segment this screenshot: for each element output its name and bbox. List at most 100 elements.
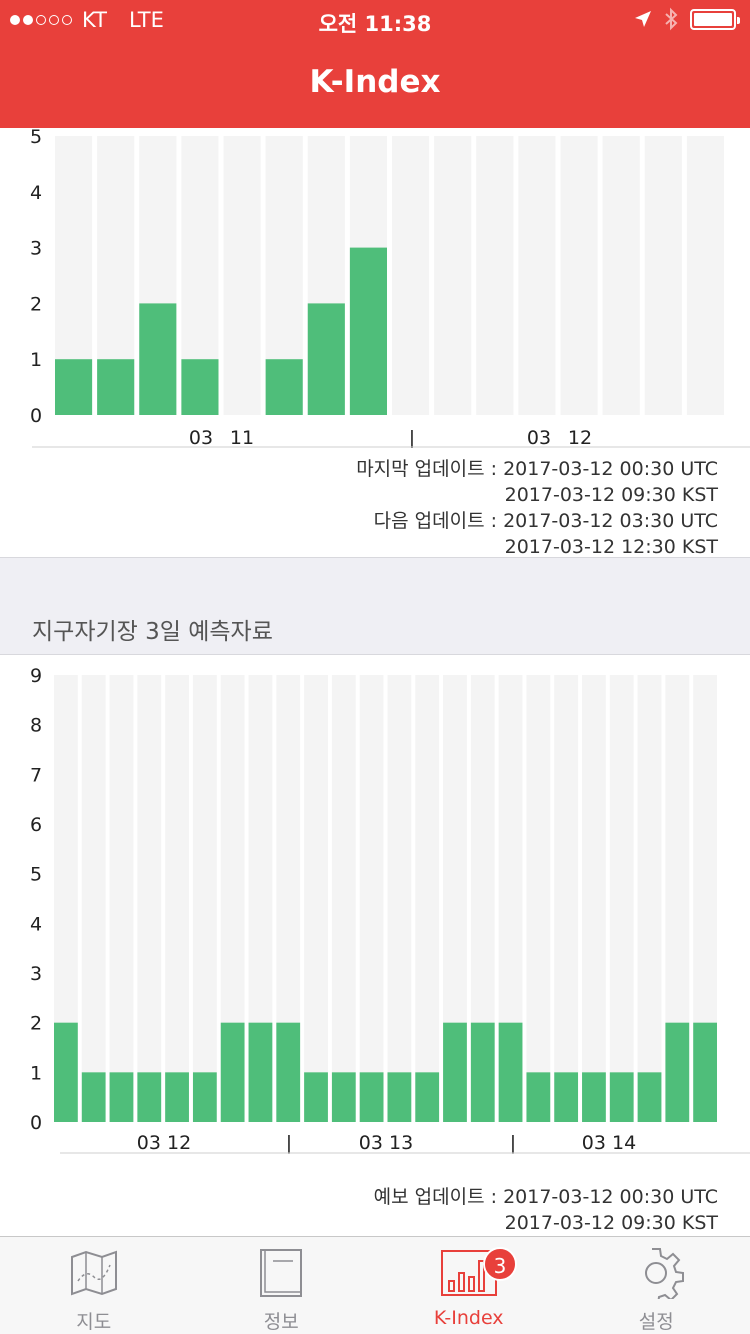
bar-track [248,675,273,1122]
bar [109,1072,134,1122]
bar [554,1072,579,1122]
carrier-info: KT LTE [10,8,164,32]
bar [582,1072,606,1122]
next-update-label: 다음 업데이트 : [373,510,498,532]
tab-map[interactable]: 지도 [0,1237,188,1334]
tab-info-label: 정보 [263,1311,299,1333]
bar-track [443,675,467,1122]
section-header: 지구자기장 3일 예측자료 [0,557,750,655]
last-update-kst: 2017-03-12 09:30 KST [504,484,718,506]
bar [81,1072,106,1122]
y-tick-label: 9 [30,665,42,687]
bar-track [526,675,551,1122]
bar [470,1022,495,1122]
bluetooth-icon [665,7,678,31]
bar [415,1072,440,1122]
last-update-utc: 2017-03-12 00:30 UTC [503,458,718,480]
bar-track [331,675,356,1122]
last-update-info: 마지막 업데이트 : 2017-03-12 00:30 UTC 2017-03-… [356,456,718,560]
bar [637,1072,662,1122]
bar-track [54,675,78,1122]
bar [387,1072,412,1122]
bar [498,1022,523,1122]
bar [359,1072,384,1122]
bar [349,247,387,415]
bar-track [434,136,472,415]
y-tick-label: 3 [30,963,42,985]
bar-track [518,136,556,415]
bar [137,1072,162,1122]
next-update-kst: 2017-03-12 12:30 KST [504,536,718,558]
forecast-update-kst: 2017-03-12 09:30 KST [504,1212,718,1234]
bar [443,1022,467,1122]
y-tick-label: 4 [30,913,42,935]
bar-track [415,675,440,1122]
forecast-update-info: 예보 업데이트 : 2017-03-12 00:30 UTC 2017-03-1… [374,1184,718,1236]
forecast-chart: 9 8 7 6 5 4 3 2 1 0 03 12 | 03 13 | 03 14 [30,665,750,1154]
y-tick-label: 1 [30,349,42,371]
forecast-update-label: 예보 업데이트 : [373,1186,498,1208]
bar [54,1022,78,1122]
battery-icon [690,8,740,30]
tab-kindex[interactable]: 3 K-Index [375,1237,563,1334]
bar [693,1022,717,1122]
bar-track [276,675,301,1122]
bar [97,359,135,415]
y-tick-label: 0 [30,1112,42,1134]
bar [665,1022,690,1122]
y-tick-label: 6 [30,814,42,836]
tab-bar: 지도 정보 3 K-Index 설정 [0,1236,750,1334]
x-tick-label: 03 13 [359,1132,413,1154]
bar [139,303,177,415]
bar [276,1022,301,1122]
navigation-bar: K-Index [0,40,750,128]
bar-track [693,675,717,1122]
bar-track [304,675,328,1122]
tab-settings-label: 설정 [638,1311,674,1333]
bar-track [602,136,640,415]
book-icon [260,1249,303,1297]
tab-settings[interactable]: 설정 [563,1237,750,1334]
bar-track [686,136,724,415]
tab-kindex-label: K-Index [433,1307,504,1329]
x-tick-label: | [286,1132,292,1154]
tab-info[interactable]: 정보 [188,1237,376,1334]
bar [265,359,303,415]
bar [526,1072,551,1122]
kindex-chart: 5 4 3 2 1 0 03 11 | 03 12 [30,128,750,448]
bar [55,359,93,415]
y-tick-label: 2 [30,1013,42,1035]
y-tick-label: 4 [30,182,42,204]
bar-track [644,136,682,415]
last-update-label: 마지막 업데이트 : [356,458,498,480]
bar [220,1022,245,1122]
bar [307,303,345,415]
y-tick-label: 3 [30,238,42,260]
bar-track [387,675,412,1122]
network-type: LTE [128,8,164,32]
bar-track [554,675,579,1122]
bar [304,1072,328,1122]
status-time: 오전 11:38 [318,12,432,36]
bar-track [637,675,662,1122]
bar-track [359,675,384,1122]
bar [609,1072,634,1122]
carrier-name: KT [82,8,107,32]
bar-track [137,675,162,1122]
bar-track [220,675,245,1122]
x-tick-label: | [409,427,415,448]
forecast-update-utc: 2017-03-12 00:30 UTC [503,1186,718,1208]
bar [165,1072,189,1122]
y-tick-label: 5 [30,864,42,886]
y-tick-label: 1 [30,1062,42,1084]
y-tick-label: 5 [30,128,42,148]
map-icon [70,1250,117,1296]
gear-icon [645,1248,685,1299]
bar-track [109,675,134,1122]
x-tick-label: 11 [230,427,254,448]
x-tick-label: 03 [527,427,551,448]
bar [192,1072,217,1122]
bar-track [498,675,523,1122]
bar-track [582,675,606,1122]
notification-badge: 3 [483,1247,517,1281]
